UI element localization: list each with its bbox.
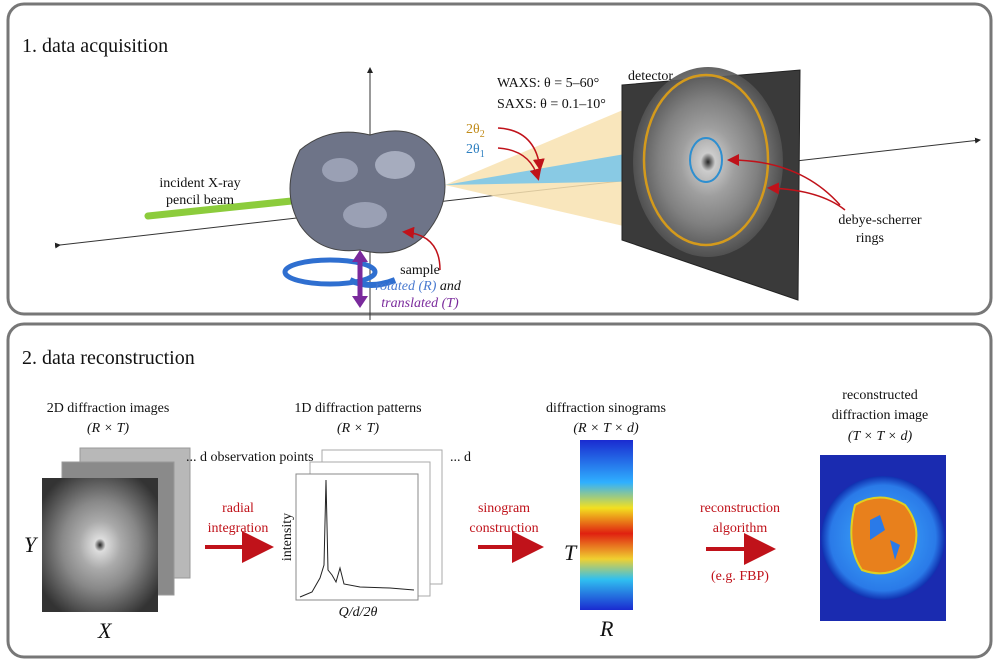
step-label: integration	[208, 521, 269, 536]
label: (T × T × d)	[848, 429, 913, 444]
sample-cell	[343, 202, 387, 228]
label: incident X-ray	[159, 176, 240, 191]
label: ... d observation points	[186, 450, 314, 465]
translated: translated (T)	[381, 296, 459, 311]
sample-cell	[375, 151, 415, 179]
panel-title: 2. data reconstruction	[22, 347, 195, 369]
step-label: radial	[222, 501, 254, 516]
label: diffraction image	[832, 408, 929, 423]
step-label: reconstruction	[700, 501, 780, 516]
label: sample	[400, 263, 440, 278]
angle-base: 2θ	[466, 122, 480, 137]
label: 1D diffraction patterns	[294, 401, 421, 416]
label: SAXS: θ = 0.1–10°	[497, 97, 606, 112]
label: reconstructed	[842, 388, 917, 403]
diffraction-image	[42, 478, 158, 612]
and: and	[440, 279, 462, 294]
recon-grains	[851, 498, 916, 574]
axis-label: Y	[24, 532, 39, 557]
pattern-plot	[296, 474, 418, 600]
axis-label: T	[564, 540, 578, 565]
sample	[290, 131, 445, 253]
axis-label: intensity	[280, 513, 295, 561]
label: WAXS: θ = 5–60°	[497, 76, 599, 91]
label: debye-scherrer	[838, 213, 922, 228]
label: rings	[856, 231, 884, 246]
rotated: rotated (R)	[375, 279, 437, 294]
step-label: (e.g. FBP)	[711, 569, 769, 584]
label: (R × T)	[337, 421, 379, 436]
label: 2D diffraction images	[47, 401, 170, 416]
angle-base: 2θ	[466, 142, 480, 157]
label: ... d	[450, 450, 471, 465]
panel-title: 1. data acquisition	[22, 35, 168, 57]
label: diffraction sinograms	[546, 401, 666, 416]
angle-label: 2θ2	[466, 122, 485, 140]
label: rotated (R) and	[375, 279, 462, 294]
label: detector	[628, 69, 673, 84]
step-label: algorithm	[713, 521, 768, 536]
axis-label: R	[599, 616, 614, 641]
angle-sub: 2	[480, 129, 485, 140]
angle-label: 2θ1	[466, 142, 485, 160]
diagram: 1. data acquisition detector WAXS: θ = 5…	[0, 0, 999, 661]
label: (R × T)	[87, 421, 129, 436]
step-label: sinogram	[478, 501, 530, 516]
label: pencil beam	[166, 193, 234, 208]
sample-cell	[322, 158, 358, 182]
axis-label: Q/d/2θ	[339, 605, 378, 620]
angle-sub: 1	[480, 149, 485, 160]
label: (R × T × d)	[573, 421, 639, 436]
step-label: construction	[469, 521, 538, 536]
axis-label: X	[97, 618, 113, 643]
sinogram	[580, 440, 633, 610]
